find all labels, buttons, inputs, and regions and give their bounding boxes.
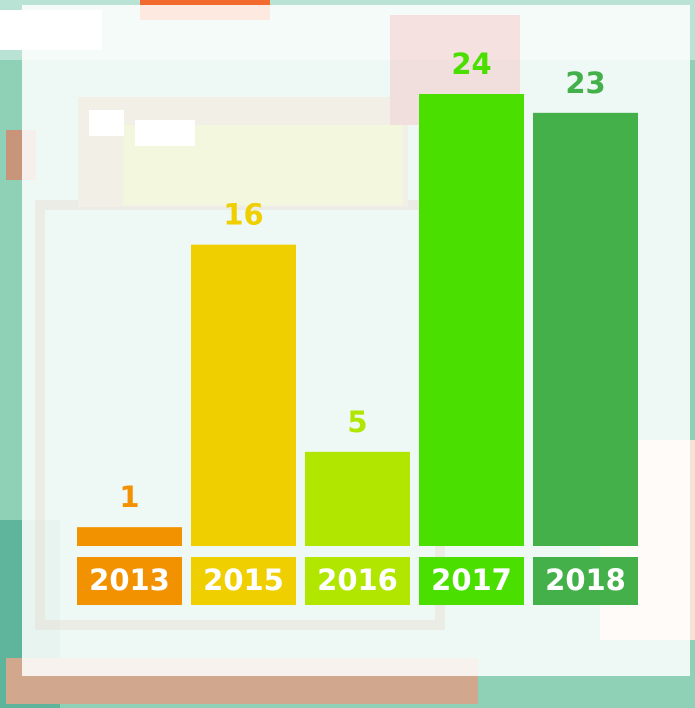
value-label: 5 (347, 405, 367, 439)
label-block (0, 10, 102, 50)
value-label: 23 (565, 66, 605, 100)
value-label: 1 (119, 480, 139, 514)
x-tick-label: 2018 (545, 563, 626, 597)
label-block (135, 120, 195, 146)
x-tick-label: 2013 (89, 563, 170, 597)
x-tick-label: 2015 (203, 563, 284, 597)
bar (419, 94, 524, 546)
bar (191, 244, 296, 546)
bar (533, 112, 638, 546)
x-tick-label: 2016 (317, 563, 398, 597)
panel-decor (35, 15, 520, 630)
value-label: 24 (451, 47, 491, 81)
category-box (77, 557, 182, 605)
category-box (305, 557, 410, 605)
category-box (419, 557, 524, 605)
category-box (191, 557, 296, 605)
category-box (533, 557, 638, 605)
label-block (89, 110, 124, 136)
x-tick-label: 2017 (431, 563, 512, 597)
bar (77, 527, 182, 546)
value-label: 16 (223, 198, 263, 232)
bar (305, 451, 410, 546)
